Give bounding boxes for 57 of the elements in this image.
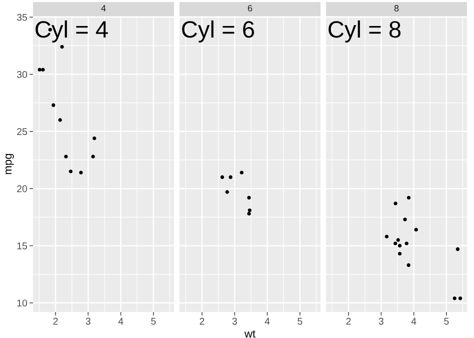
point bbox=[456, 247, 460, 251]
chart-title: 8 bbox=[394, 5, 399, 12]
point bbox=[248, 208, 252, 212]
point bbox=[394, 202, 398, 206]
y-tick-label: 30 bbox=[17, 71, 28, 78]
point bbox=[458, 296, 462, 300]
x-tick-label: 3 bbox=[378, 318, 384, 325]
point bbox=[91, 154, 95, 158]
point bbox=[414, 228, 418, 232]
x-tick-label: 5 bbox=[444, 318, 449, 325]
y-tick-label: 15 bbox=[17, 242, 28, 250]
x-tick-label: 5 bbox=[298, 318, 302, 325]
point bbox=[406, 196, 411, 200]
point bbox=[41, 68, 45, 72]
y-tick-label: 35 bbox=[17, 14, 28, 21]
x-tick-label: 3 bbox=[86, 318, 90, 325]
point bbox=[404, 242, 408, 246]
x-tick-label: 4 bbox=[264, 318, 270, 325]
point bbox=[92, 136, 96, 140]
point bbox=[38, 68, 42, 72]
point bbox=[398, 244, 402, 248]
x-tick-label: 2 bbox=[346, 318, 351, 325]
point bbox=[247, 196, 251, 200]
annotation: Cyl = 4 bbox=[36, 20, 108, 42]
annotation: Cyl = 8 bbox=[328, 20, 401, 42]
point bbox=[384, 234, 389, 238]
y-axis-title: mpg bbox=[6, 154, 14, 174]
chart-title: 4 bbox=[101, 5, 106, 12]
y-tick-label: 25 bbox=[17, 128, 28, 136]
point bbox=[220, 175, 224, 179]
x-tick-label: 5 bbox=[151, 318, 156, 325]
point bbox=[240, 170, 244, 174]
point bbox=[68, 170, 73, 174]
point bbox=[60, 45, 64, 49]
y-tick-label: 10 bbox=[17, 300, 28, 306]
x-tick-label: 2 bbox=[200, 318, 204, 325]
point bbox=[398, 252, 402, 256]
point bbox=[247, 212, 251, 216]
point bbox=[406, 263, 410, 267]
x-tick-label: 4 bbox=[118, 318, 124, 325]
x-tick-label: 3 bbox=[232, 318, 237, 325]
point bbox=[452, 296, 456, 300]
point bbox=[79, 170, 83, 174]
point bbox=[52, 103, 56, 107]
point bbox=[225, 190, 229, 194]
chart-title: 6 bbox=[248, 5, 252, 12]
x-tick-label: 4 bbox=[411, 318, 416, 325]
x-axis-title: wt bbox=[244, 330, 256, 338]
y-tick-label: 20 bbox=[17, 185, 28, 192]
x-tick-label: 2 bbox=[53, 318, 58, 325]
annotation: Cyl = 6 bbox=[182, 20, 254, 42]
point bbox=[394, 242, 398, 246]
point bbox=[396, 238, 400, 242]
point bbox=[64, 154, 68, 158]
point bbox=[403, 218, 407, 222]
point bbox=[228, 175, 232, 179]
point bbox=[58, 118, 62, 122]
